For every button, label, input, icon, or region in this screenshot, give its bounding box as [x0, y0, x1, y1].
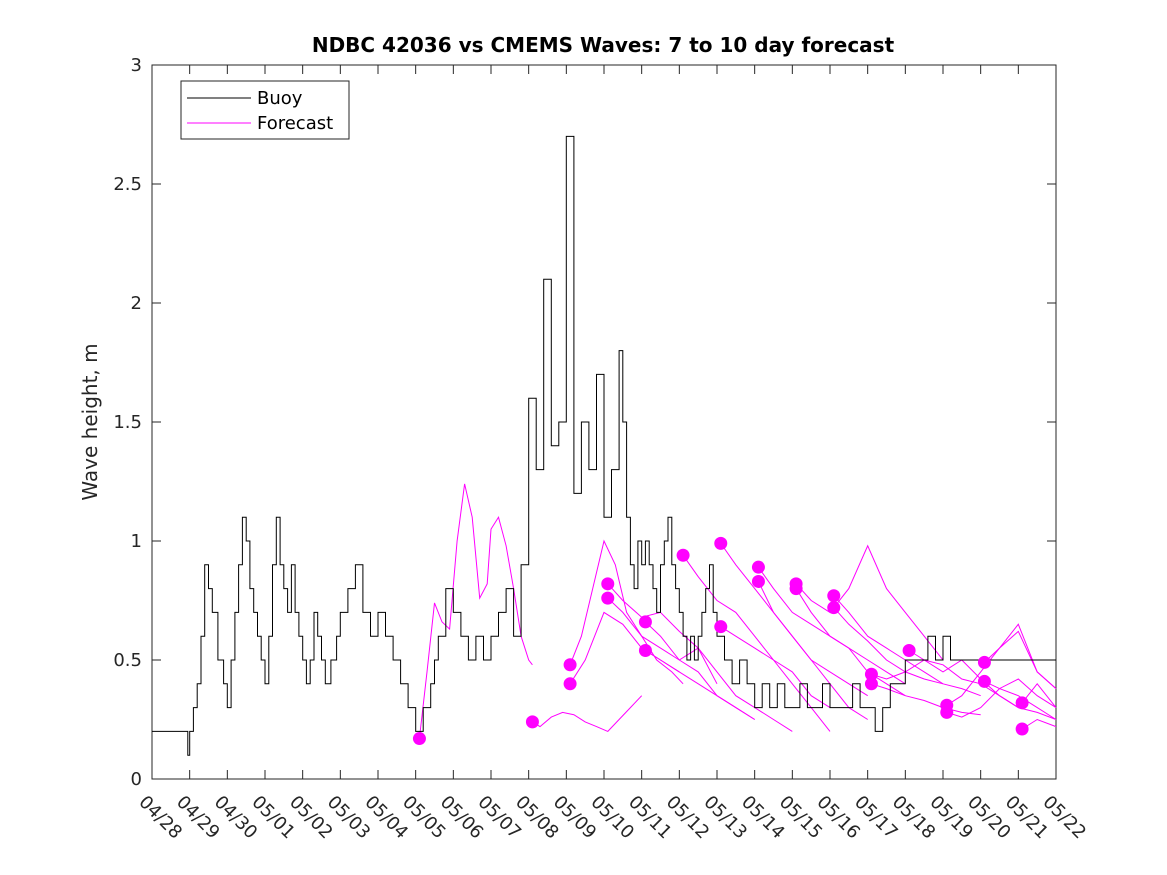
forecast-start-marker: [977, 674, 991, 688]
forecast-line: [871, 659, 1019, 709]
forecast-start-marker: [601, 591, 615, 605]
forecast-line: [833, 607, 944, 685]
legend-forecast-label: Forecast: [257, 113, 333, 134]
y-tick-label: 1.5: [113, 412, 142, 433]
forecast-line: [720, 626, 831, 709]
legend: Buoy Forecast: [180, 80, 350, 140]
legend-buoy-label: Buoy: [257, 88, 303, 109]
y-axis-label: Wave height, m: [78, 343, 102, 500]
forecast-line: [532, 695, 643, 732]
forecast-start-marker: [714, 536, 728, 550]
forecast-line: [682, 555, 831, 732]
forecast-start-marker: [676, 548, 690, 562]
buoy-series-line: [152, 135, 1056, 756]
forecast-start-marker: [638, 643, 652, 657]
forecast-start-marker: [827, 589, 841, 603]
legend-box: [180, 80, 350, 140]
forecast-line: [795, 588, 906, 685]
y-tick-label: 0: [131, 769, 142, 790]
forecast-start-marker: [827, 601, 841, 615]
forecast-start-marker: [1015, 696, 1029, 710]
y-tick-label: 2.5: [113, 174, 142, 195]
forecast-line: [795, 544, 944, 661]
x-tick-label: 05/22: [1038, 792, 1090, 844]
forecast-start-marker: [940, 705, 954, 719]
y-tick-label: 3: [131, 55, 142, 76]
forecast-line: [984, 680, 1057, 720]
forecast-start-marker: [601, 577, 615, 591]
forecast-start-marker: [1015, 722, 1029, 736]
forecast-start-marker: [412, 732, 426, 746]
forecast-start-marker: [789, 582, 803, 596]
y-tick-label: 2: [131, 293, 142, 314]
forecast-start-marker: [751, 560, 765, 574]
forecast-start-marker: [864, 677, 878, 691]
forecast-start-marker: [525, 715, 539, 729]
forecast-start-marker: [751, 574, 765, 588]
y-tick-label: 0.5: [113, 650, 142, 671]
chart-title: NDBC 42036 vs CMEMS Waves: 7 to 10 day f…: [312, 33, 895, 57]
series-layer: [152, 135, 1057, 756]
forecast-start-marker: [902, 643, 916, 657]
forecast-line: [1021, 682, 1057, 708]
forecast-line: [569, 539, 684, 685]
y-axis: 0 0.5 1 1.5 2 2.5 3: [113, 55, 1056, 790]
forecast-line: [418, 483, 533, 739]
forecast-start-marker: [638, 615, 652, 629]
forecast-line: [871, 683, 981, 716]
y-tick-label: 1: [131, 531, 142, 552]
forecast-line: [645, 621, 793, 732]
forecast-start-marker: [563, 677, 577, 691]
forecast-start-marker: [864, 667, 878, 681]
forecast-start-marker: [714, 620, 728, 634]
forecast-start-marker: [977, 655, 991, 669]
forecast-start-marker: [563, 658, 577, 672]
forecast-line: [984, 630, 1057, 689]
forecast-line: [645, 650, 755, 720]
forecast-line: [757, 581, 868, 697]
